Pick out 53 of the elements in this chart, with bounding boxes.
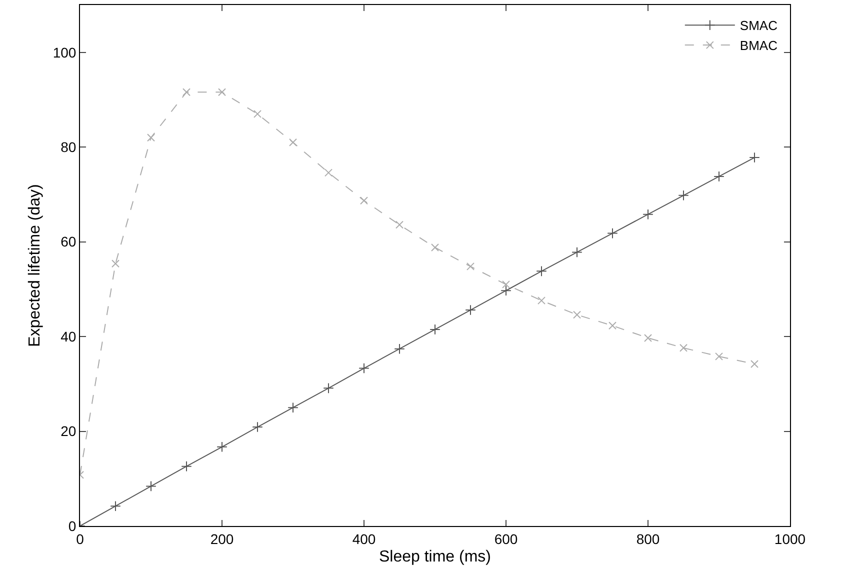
point [358, 362, 370, 374]
point [216, 442, 228, 452]
point [430, 324, 440, 335]
point [502, 280, 510, 288]
x-axis-title: Sleep time (ms) [378, 548, 492, 566]
point [466, 262, 474, 270]
point [608, 322, 616, 330]
y-axis-title: Expected lifetime (day) [26, 184, 44, 347]
point [749, 152, 760, 163]
point [642, 208, 654, 220]
point [607, 228, 618, 239]
point [714, 171, 724, 182]
point [750, 360, 758, 368]
point [680, 344, 688, 352]
point [218, 88, 226, 96]
point [396, 220, 404, 229]
legend-label: BMAC [740, 38, 778, 54]
point [678, 190, 689, 201]
legend-label: SMAC [740, 18, 778, 34]
point [500, 285, 512, 296]
point [182, 88, 190, 96]
point [288, 402, 298, 413]
point [394, 343, 405, 354]
point [715, 352, 723, 360]
point [324, 168, 332, 177]
x-tick-label: 400 [352, 530, 376, 547]
point [147, 134, 155, 142]
point [572, 246, 582, 258]
point [465, 304, 476, 316]
point [146, 480, 156, 492]
y-tick-label: 20 [60, 423, 76, 440]
point [112, 260, 120, 268]
y-tick-label: 40 [60, 328, 76, 344]
point [360, 196, 368, 205]
y-tick-label: 80 [60, 138, 76, 155]
point [289, 138, 297, 146]
x-tick-label: 200 [210, 530, 234, 547]
point [431, 244, 439, 252]
point [644, 334, 652, 342]
x-tick-label: 1000 [774, 530, 806, 547]
point [252, 422, 263, 432]
point [573, 310, 581, 319]
x-tick-label: 600 [494, 530, 518, 547]
y-tick-label: 100 [52, 44, 76, 60]
point [181, 460, 192, 472]
point [536, 266, 547, 277]
point [110, 500, 121, 512]
point [254, 110, 262, 118]
x-tick-label: 800 [636, 530, 660, 547]
y-tick-label: 60 [60, 234, 76, 250]
point [538, 296, 546, 305]
point [323, 382, 334, 394]
y-tick-label: 0 [68, 518, 76, 534]
